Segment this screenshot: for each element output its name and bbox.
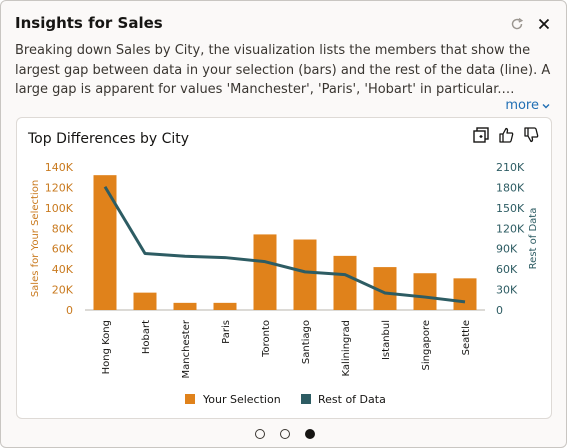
pagination-dots <box>1 429 567 443</box>
combo-chart: 0 20K 40K 60K 80K 100K 120K 140K 0 30K 60K 90K 120K 1… <box>30 161 539 406</box>
y-left-tick-label: 20K <box>52 284 74 297</box>
y-right-tick-label: 150K <box>496 202 525 215</box>
y-left-tick-label: 120K <box>45 181 74 194</box>
close-icon[interactable] <box>534 14 554 34</box>
thumbs-down-icon[interactable] <box>522 126 540 144</box>
y-left-tick-label: 60K <box>52 243 74 256</box>
more-label: more <box>505 98 539 113</box>
y-left-tick-label: 140K <box>45 161 74 174</box>
pagination-dot-2[interactable] <box>279 429 290 439</box>
x-tick-label: Toronto <box>261 320 272 358</box>
y-right-axis-title: Rest of Data <box>528 208 539 270</box>
x-tick-label: Singapore <box>421 320 432 370</box>
legend-label-your-selection: Your Selection <box>202 393 281 406</box>
chart-title: Top Differences by City <box>28 131 190 147</box>
insight-description: Breaking down Sales by City, the visuali… <box>15 43 551 97</box>
legend-swatch-rest-of-data <box>301 394 311 404</box>
x-tick-label: Hong Kong <box>101 320 112 374</box>
x-tick-label: Istanbul <box>381 320 392 360</box>
pagination-dot-3[interactable] <box>304 429 315 439</box>
y-right-tick-label: 210K <box>496 161 525 174</box>
bar-santiago <box>293 239 317 310</box>
bar-seattle <box>453 278 477 310</box>
x-tick-label: Manchester <box>181 319 192 378</box>
panel-title: Insights for Sales <box>15 14 163 32</box>
x-tick-label: Santiago <box>301 320 312 364</box>
add-to-canvas-icon[interactable] <box>472 126 490 144</box>
y-left-tick-label: 0 <box>66 304 73 317</box>
bar-hong-kong <box>93 175 117 310</box>
legend-swatch-your-selection <box>185 394 195 404</box>
y-left-tick-label: 40K <box>52 263 74 276</box>
legend-label-rest-of-data: Rest of Data <box>318 393 386 406</box>
x-tick-label: Paris <box>221 320 232 344</box>
bar-istanbul <box>373 267 397 310</box>
rest-of-data-line <box>103 185 466 304</box>
refresh-icon[interactable] <box>507 14 527 34</box>
y-right-tick-label: 0 <box>496 304 503 317</box>
y-right-tick-label: 90K <box>496 243 518 256</box>
pagination-dot-1[interactable] <box>254 429 265 439</box>
bar-manchester <box>173 302 197 310</box>
y-right-tick-label: 180K <box>496 181 525 194</box>
bar-paris <box>213 302 237 310</box>
bar-kaliningrad <box>333 255 357 310</box>
chevron-down-icon <box>542 103 550 108</box>
bar-singapore <box>413 273 437 310</box>
more-link[interactable]: more <box>505 98 550 113</box>
y-left-axis-title: Sales for Your Selection <box>30 180 41 297</box>
y-right-tick-label: 120K <box>496 222 525 235</box>
chart-card: Top Differences by City 0 20K 40K 60K 80K 100… <box>16 117 552 419</box>
x-tick-label: Kaliningrad <box>341 320 352 376</box>
bar-toronto <box>253 234 277 310</box>
thumbs-up-icon[interactable] <box>497 126 515 144</box>
x-tick-label: Hobart <box>141 320 152 354</box>
y-left-tick-label: 80K <box>52 222 74 235</box>
bar-hobart <box>133 292 157 310</box>
y-left-tick-label: 100K <box>45 202 74 215</box>
y-right-tick-label: 60K <box>496 263 518 276</box>
y-right-tick-label: 30K <box>496 284 518 297</box>
x-tick-label: Seattle <box>461 320 472 355</box>
